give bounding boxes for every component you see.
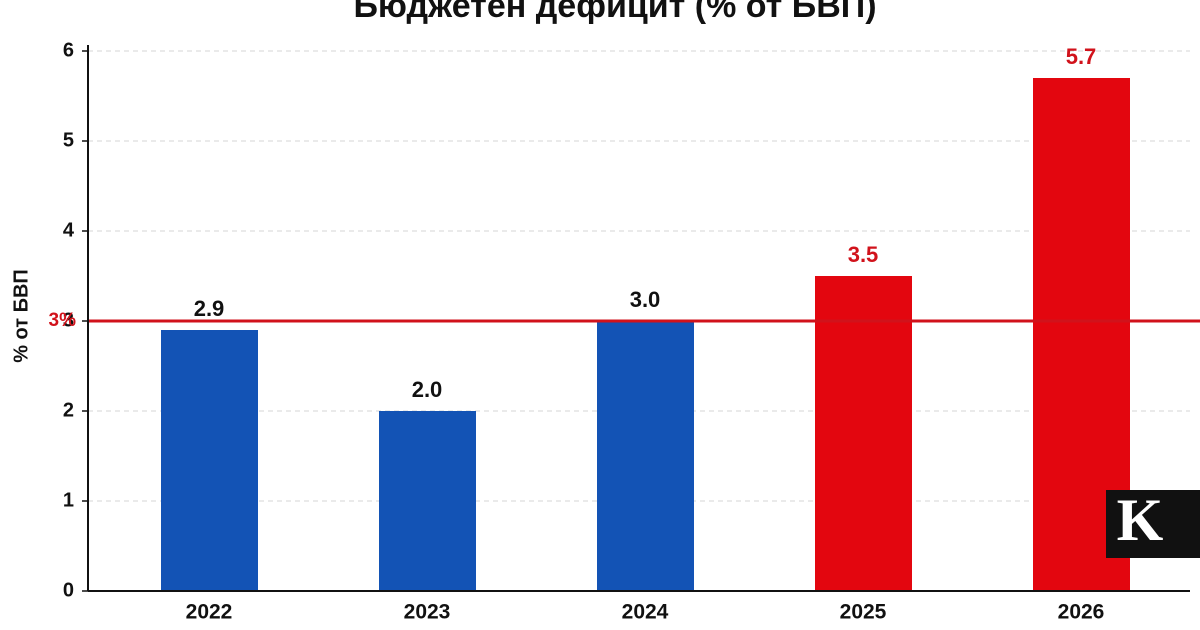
x-tick-label: 2025 (840, 601, 887, 624)
logo-text: K (1117, 487, 1164, 553)
y-tick-label: 5 (63, 129, 74, 151)
x-tick-label: 2026 (1058, 601, 1105, 624)
value-label: 3.5 (848, 242, 879, 267)
x-tick-label: 2024 (622, 601, 669, 624)
reference-label: 3% (49, 310, 77, 331)
logo: K (1106, 487, 1200, 558)
value-label: 2.9 (194, 296, 225, 321)
bar (597, 321, 694, 591)
bar (161, 330, 258, 591)
bar (815, 276, 912, 591)
value-label: 5.7 (1066, 44, 1097, 69)
value-label: 3.0 (630, 287, 661, 312)
bar (379, 411, 476, 591)
x-tick-label: 2023 (404, 601, 451, 624)
y-tick-label: 6 (63, 39, 74, 61)
x-tick-label: 2022 (186, 601, 233, 624)
y-tick-label: 4 (63, 219, 75, 241)
y-axis-label: % от БВП (10, 269, 32, 363)
y-tick-label: 3 (63, 309, 74, 331)
chart-title: Бюджетен дефицит (% от БВП) (353, 0, 876, 25)
y-tick-label: 1 (63, 489, 74, 511)
y-tick-label: 0 (63, 579, 74, 601)
y-tick-label: 2 (63, 399, 74, 421)
logo-box (1106, 490, 1200, 558)
value-label: 2.0 (412, 377, 443, 402)
